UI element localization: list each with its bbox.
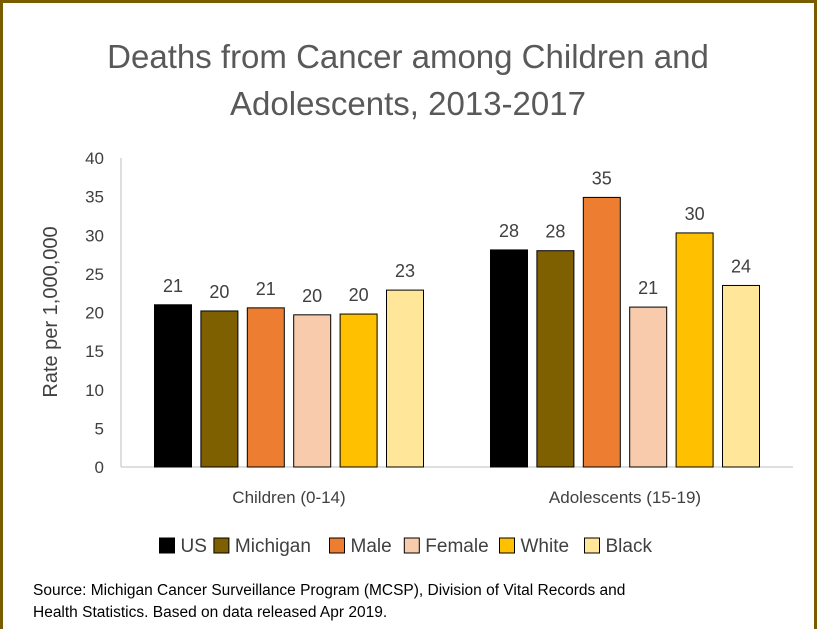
legend-swatch-us	[159, 537, 175, 554]
legend-label-michigan: Michigan	[235, 536, 311, 557]
data-label: 20	[349, 285, 369, 305]
data-label: 28	[545, 222, 565, 242]
data-label: 21	[256, 279, 276, 299]
bar-michigan-children	[200, 310, 239, 468]
data-label: 24	[731, 256, 751, 276]
y-tick-label: 10	[85, 381, 104, 400]
y-tick-label: 40	[85, 149, 104, 168]
legend-swatch-white	[499, 537, 515, 554]
bar-female-adolescents	[629, 306, 668, 468]
y-tick-label: 5	[95, 419, 104, 438]
legend-label-black: Black	[606, 536, 653, 557]
legend-label-white: White	[521, 536, 570, 557]
y-tick-label: 25	[85, 265, 104, 284]
legend-label-female: Female	[425, 536, 488, 557]
y-tick-label: 0	[95, 458, 104, 477]
chart-title-line-1: Deaths from Cancer among Children and	[107, 38, 709, 75]
source-line-2: Health Statistics. Based on data release…	[33, 604, 387, 621]
data-label: 21	[163, 276, 183, 296]
legend-swatch-male	[329, 537, 345, 554]
bar-white-children	[339, 313, 378, 468]
data-label: 21	[638, 278, 658, 298]
data-label: 23	[395, 261, 415, 281]
bar-male-adolescents	[582, 196, 621, 468]
legend-swatch-female	[403, 537, 420, 554]
bars-group	[154, 196, 760, 468]
bar-michigan-adolescents	[536, 250, 575, 468]
bar-female-children	[293, 314, 332, 468]
legend-label-us: US	[181, 536, 207, 557]
legend-swatch-michigan	[213, 537, 230, 554]
y-tick-label: 20	[85, 304, 104, 323]
category-label: Children (0-14)	[232, 488, 345, 507]
y-tick-labels: 0 5 10 15 20 25 30 35 40	[85, 149, 104, 477]
bar-us-children	[154, 304, 192, 468]
y-axis-label: Rate per 1,000,000	[40, 226, 62, 397]
bar-male-children	[246, 307, 285, 468]
bar-us-adolescents	[490, 249, 528, 468]
category-label: Adolescents (15-19)	[549, 488, 701, 507]
bar-black-children	[386, 289, 424, 468]
data-labels-group: 21 20 21 20 20 23 28 28 35 21 30 24	[163, 168, 751, 305]
legend-swatch-black	[584, 537, 600, 554]
category-labels-group: Children (0-14) Adolescents (15-19)	[232, 488, 701, 507]
y-tick-label: 15	[85, 342, 104, 361]
data-label: 20	[209, 282, 229, 302]
data-label: 28	[499, 221, 519, 241]
y-tick-label: 35	[85, 188, 104, 207]
bar-black-adolescents	[722, 284, 760, 468]
legend-label-male: Male	[351, 536, 392, 557]
data-label: 30	[685, 204, 705, 224]
bar-white-adolescents	[675, 232, 714, 468]
source-line-1: Source: Michigan Cancer Surveillance Pro…	[33, 582, 625, 599]
chart-svg: Deaths from Cancer among Children and Ad…	[33, 38, 793, 621]
legend: US Michigan Male Female White Black	[159, 536, 653, 557]
chart-title-line-2: Adolescents, 2013-2017	[230, 85, 586, 122]
data-label: 35	[592, 168, 612, 188]
y-tick-label: 30	[85, 226, 104, 245]
data-label: 20	[302, 286, 322, 306]
